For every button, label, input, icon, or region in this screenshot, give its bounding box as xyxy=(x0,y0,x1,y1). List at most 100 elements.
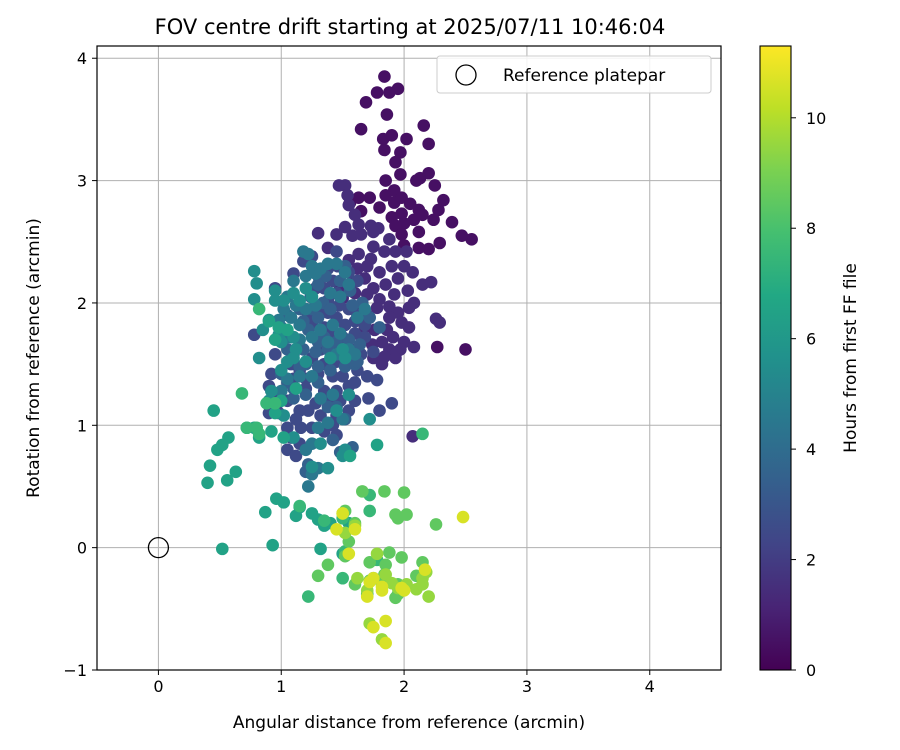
scatter-point xyxy=(333,290,347,304)
scatter-point xyxy=(363,191,376,205)
scatter-point xyxy=(321,558,335,572)
scatter-point xyxy=(314,542,327,556)
scatter-point xyxy=(252,302,266,316)
scatter-point xyxy=(314,323,327,337)
scatter-point xyxy=(324,302,337,316)
scatter-point xyxy=(456,510,470,524)
scatter-point xyxy=(394,168,407,181)
scatter-point xyxy=(363,575,376,589)
x-axis: 0 1 2 3 4 xyxy=(153,670,655,696)
scatter-point xyxy=(378,485,391,498)
scatter-point xyxy=(336,571,349,585)
scatter-point xyxy=(412,241,426,255)
scatter-point xyxy=(359,95,373,109)
scatter-point xyxy=(416,427,429,441)
scatter-point xyxy=(281,323,294,337)
scatter-point xyxy=(220,474,234,487)
scatter-point xyxy=(410,174,423,187)
scatter-point xyxy=(207,404,220,417)
scatter-point xyxy=(265,367,278,381)
colorbar-tick-label: 2 xyxy=(806,551,816,570)
scatter-point xyxy=(268,284,282,298)
scatter-point xyxy=(356,485,369,498)
colorbar-label: Hours from first FF file xyxy=(841,263,861,453)
scatter-point xyxy=(379,558,392,572)
scatter-point xyxy=(287,392,300,405)
scatter-point xyxy=(385,396,399,410)
scatter-point xyxy=(383,233,396,246)
scatter-point xyxy=(317,514,331,528)
scatter-point xyxy=(305,370,319,383)
scatter-point xyxy=(321,335,335,349)
scatter-point xyxy=(430,340,444,354)
scatter-point xyxy=(268,406,282,420)
scatter-point xyxy=(395,551,408,564)
scatter-point xyxy=(274,363,288,377)
scatter-point xyxy=(287,431,300,444)
scatter-point xyxy=(422,242,435,256)
scatter-point xyxy=(348,522,362,536)
scatter-point xyxy=(287,274,300,288)
y-axis: −1 0 1 2 3 4 xyxy=(63,49,97,680)
scatter-point xyxy=(265,425,278,438)
scatter-point xyxy=(379,636,392,650)
scatter-point xyxy=(265,384,278,398)
scatter-point xyxy=(330,404,343,417)
scatter-point xyxy=(367,620,380,634)
scatter-point xyxy=(379,174,392,187)
scatter-point xyxy=(351,571,364,585)
scatter-point xyxy=(293,370,306,383)
colorbar-tick-label: 8 xyxy=(806,219,816,238)
scatter-point xyxy=(258,505,272,519)
colorbar-tick-label: 0 xyxy=(806,661,816,680)
scatter-point xyxy=(358,302,372,316)
scatter-point xyxy=(418,563,432,576)
legend-marker-icon xyxy=(455,64,477,86)
scatter-point xyxy=(229,465,243,479)
scatter-point xyxy=(305,507,319,520)
scatter-point xyxy=(360,590,374,603)
scatter-point xyxy=(326,388,340,402)
scatter-point xyxy=(428,179,442,192)
scatter-point xyxy=(375,584,389,597)
scatter-point xyxy=(343,449,357,463)
y-axis-label: Rotation from reference (arcmin) xyxy=(24,218,44,498)
scatter-point xyxy=(378,143,391,157)
scatter-point xyxy=(391,272,405,285)
scatter-point xyxy=(422,590,435,603)
scatter-point xyxy=(400,132,413,146)
scatter-point xyxy=(301,590,315,603)
scatter-point xyxy=(386,330,400,344)
scatter-point xyxy=(336,370,349,383)
scatter-point xyxy=(342,388,356,402)
scatter-point xyxy=(321,416,335,430)
scatter-point xyxy=(346,299,359,312)
scatter-point xyxy=(373,201,386,214)
scatter-point xyxy=(336,507,349,520)
scatter-point xyxy=(301,480,315,493)
scatter-point xyxy=(311,226,325,240)
x-tick-label: 1 xyxy=(276,677,286,696)
legend: Reference platepar xyxy=(436,55,712,94)
legend-label: Reference platepar xyxy=(503,66,665,86)
scatter-point xyxy=(383,86,396,99)
scatter-point xyxy=(391,511,405,525)
scatter-point xyxy=(330,257,343,271)
chart-title: FOV centre drift starting at 2025/07/11 … xyxy=(155,15,666,39)
scatter-point xyxy=(422,166,435,180)
scatter-point xyxy=(311,569,325,583)
scatter-point xyxy=(252,427,266,441)
scatter-point xyxy=(293,499,306,513)
scatter-point xyxy=(363,412,376,426)
scatter-point xyxy=(201,476,214,490)
scatter-point xyxy=(277,496,291,509)
scatter-point xyxy=(379,614,392,628)
scatter-point xyxy=(299,281,313,295)
colorbar-gradient xyxy=(759,45,792,671)
scatter-point xyxy=(348,208,362,222)
scatter-point xyxy=(332,179,346,192)
reference-platepar-marker xyxy=(147,536,170,559)
scatter-point xyxy=(417,119,431,132)
scatter-point xyxy=(341,188,354,202)
scatter-point xyxy=(379,278,392,291)
